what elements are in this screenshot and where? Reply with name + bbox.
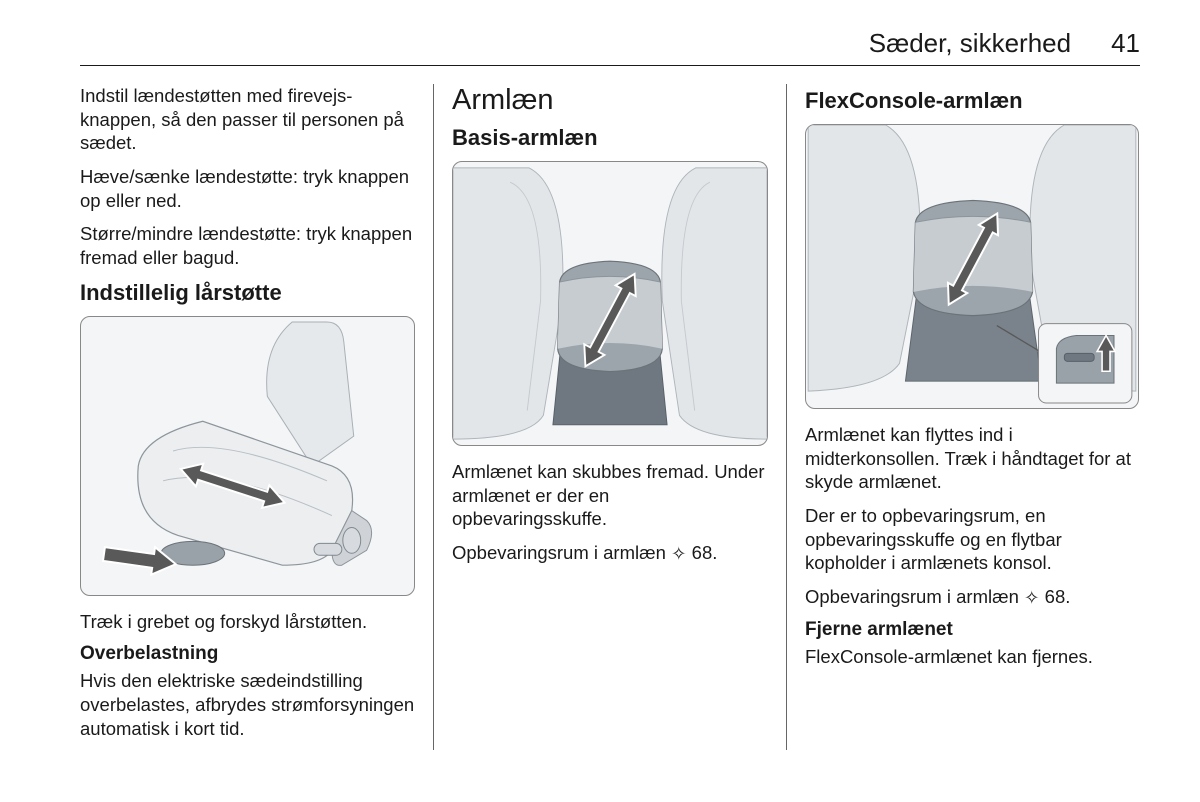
- sub-subheading: Fjerne armlænet: [805, 619, 1139, 641]
- body-text: Træk i grebet og forskyd lårstøtten.: [80, 610, 415, 634]
- page-header: Sæder, sikkerhed 41: [80, 28, 1140, 66]
- body-text: Hæve/sænke lændestøtte: tryk knappen op …: [80, 165, 415, 212]
- figure-seat-thigh-support: [80, 316, 415, 596]
- xref-page: 68.: [692, 542, 718, 563]
- content-columns: Indstil lændestøtten med firevejs-knappe…: [80, 84, 1140, 750]
- subheading: Indstillelig lårstøtte: [80, 280, 415, 306]
- heading: Armlæn: [452, 84, 768, 117]
- flexconsole-armrest-svg: [806, 125, 1138, 408]
- figure-flexconsole-armrest: [805, 124, 1139, 409]
- xref-arrow-icon: ✧: [671, 542, 687, 566]
- cross-reference: ✧ 68.: [671, 542, 717, 563]
- body-text: Armlænet kan skubbes fremad. Under armlæ…: [452, 460, 768, 531]
- manual-page: Sæder, sikkerhed 41 Indstil lændestøtten…: [0, 0, 1200, 802]
- xref-text: Opbevaringsrum i armlæn: [805, 586, 1024, 607]
- body-text: Større/mindre lændestøtte: tryk knappen …: [80, 222, 415, 269]
- column-2: Armlæn Basis-armlæn: [433, 84, 786, 750]
- column-1: Indstil lændestøtten med firevejs-knappe…: [80, 84, 433, 750]
- xref-text: Opbevaringsrum i armlæn: [452, 542, 671, 563]
- page-number: 41: [1111, 28, 1140, 59]
- figure-basic-armrest: [452, 161, 768, 446]
- body-text: FlexConsole-armlænet kan fjernes.: [805, 645, 1139, 669]
- subheading: Basis-armlæn: [452, 125, 768, 151]
- seat-illustration-svg: [81, 317, 414, 595]
- body-text: Opbevaringsrum i armlæn ✧ 68.: [452, 541, 768, 565]
- body-text: Armlænet kan flyttes ind i midterkonsoll…: [805, 423, 1139, 494]
- column-3: FlexConsole-armlæn: [786, 84, 1139, 750]
- section-title: Sæder, sikkerhed: [869, 28, 1071, 59]
- body-text: Opbevaringsrum i armlæn ✧ 68.: [805, 585, 1139, 609]
- subheading: FlexConsole-armlæn: [805, 88, 1139, 114]
- body-text: Der er to opbevaringsrum, en opbevarings…: [805, 504, 1139, 575]
- xref-page: 68.: [1045, 586, 1071, 607]
- sub-subheading: Overbelastning: [80, 643, 415, 665]
- body-text: Indstil lændestøtten med firevejs-knappe…: [80, 84, 415, 155]
- cross-reference: ✧ 68.: [1024, 586, 1070, 607]
- body-text: Hvis den elektriske sædeindstilling over…: [80, 669, 415, 740]
- basic-armrest-svg: [453, 162, 767, 445]
- xref-arrow-icon: ✧: [1024, 586, 1040, 610]
